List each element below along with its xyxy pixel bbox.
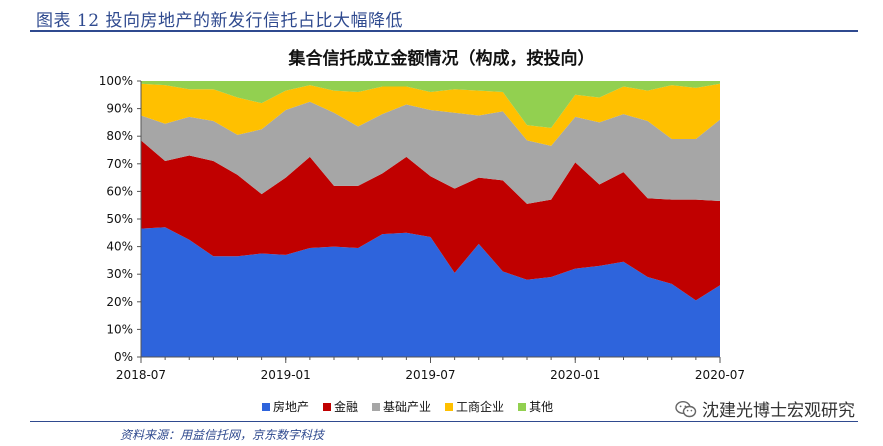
y-tick-label: 30%	[106, 267, 133, 281]
y-tick-label: 90%	[106, 102, 133, 116]
bottom-divider	[30, 421, 858, 422]
legend-label: 房地产	[273, 400, 310, 414]
watermark-text: 沈建光博士宏观研究	[702, 401, 855, 421]
legend-label: 金融	[334, 400, 359, 414]
area-series-3	[141, 83, 720, 146]
legend-label: 工商企业	[456, 400, 505, 414]
legend-swatch	[323, 402, 332, 411]
legend-swatch	[445, 402, 454, 411]
y-tick-label: 70%	[106, 157, 133, 171]
y-tick-label: 80%	[106, 129, 133, 143]
x-tick-label: 2020-07	[695, 368, 745, 382]
y-tick-label: 10%	[106, 322, 133, 336]
area-series-4	[141, 81, 720, 128]
top-divider	[30, 30, 858, 32]
legend-swatch	[262, 402, 270, 411]
legend-label: 基础产业	[383, 400, 432, 414]
wechat-icon	[675, 400, 697, 417]
y-tick-label: 40%	[106, 240, 133, 254]
x-tick-label: 2019-01	[261, 368, 311, 382]
legend-swatch	[518, 402, 527, 411]
chart-axes: 0% 10% 20% 30% 40% 50% 60% 70% 80% 90% 100% 2018-07…	[99, 74, 745, 382]
legend-label: 其他	[529, 400, 554, 414]
legend-item: 基础产业	[372, 398, 431, 415]
legend-item: 金融	[323, 398, 358, 415]
watermark: 沈建光博士宏观研究	[675, 396, 855, 421]
area-series-1	[141, 140, 720, 301]
area-layers	[141, 81, 720, 357]
x-tick-label: 2018-07	[116, 368, 166, 382]
y-tick-label: 0%	[114, 350, 133, 364]
figure-caption: 图表 12 投向房地产的新发行信托占比大幅降低	[36, 11, 403, 31]
x-tick-label: 2019-07	[405, 368, 455, 382]
area-series-2	[141, 101, 720, 204]
source-note: 资料来源：用益信托网，京东数字科技	[120, 428, 325, 442]
area-series-0	[141, 227, 720, 357]
y-tick-label: 100%	[99, 74, 133, 88]
chart-legend: 房地产 金融 基础产业 工商企业 其他	[262, 398, 553, 415]
y-tick-label: 20%	[106, 295, 133, 309]
legend-item: 工商企业	[445, 398, 504, 415]
x-tick-label: 2020-01	[550, 368, 600, 382]
legend-item: 房地产	[262, 398, 309, 415]
y-tick-label: 60%	[106, 184, 133, 198]
legend-swatch	[372, 402, 381, 411]
chart-title: 集合信托成立金额情况（构成，按投向）	[288, 49, 595, 69]
y-tick-label: 50%	[106, 212, 133, 226]
legend-item: 其他	[518, 398, 553, 415]
